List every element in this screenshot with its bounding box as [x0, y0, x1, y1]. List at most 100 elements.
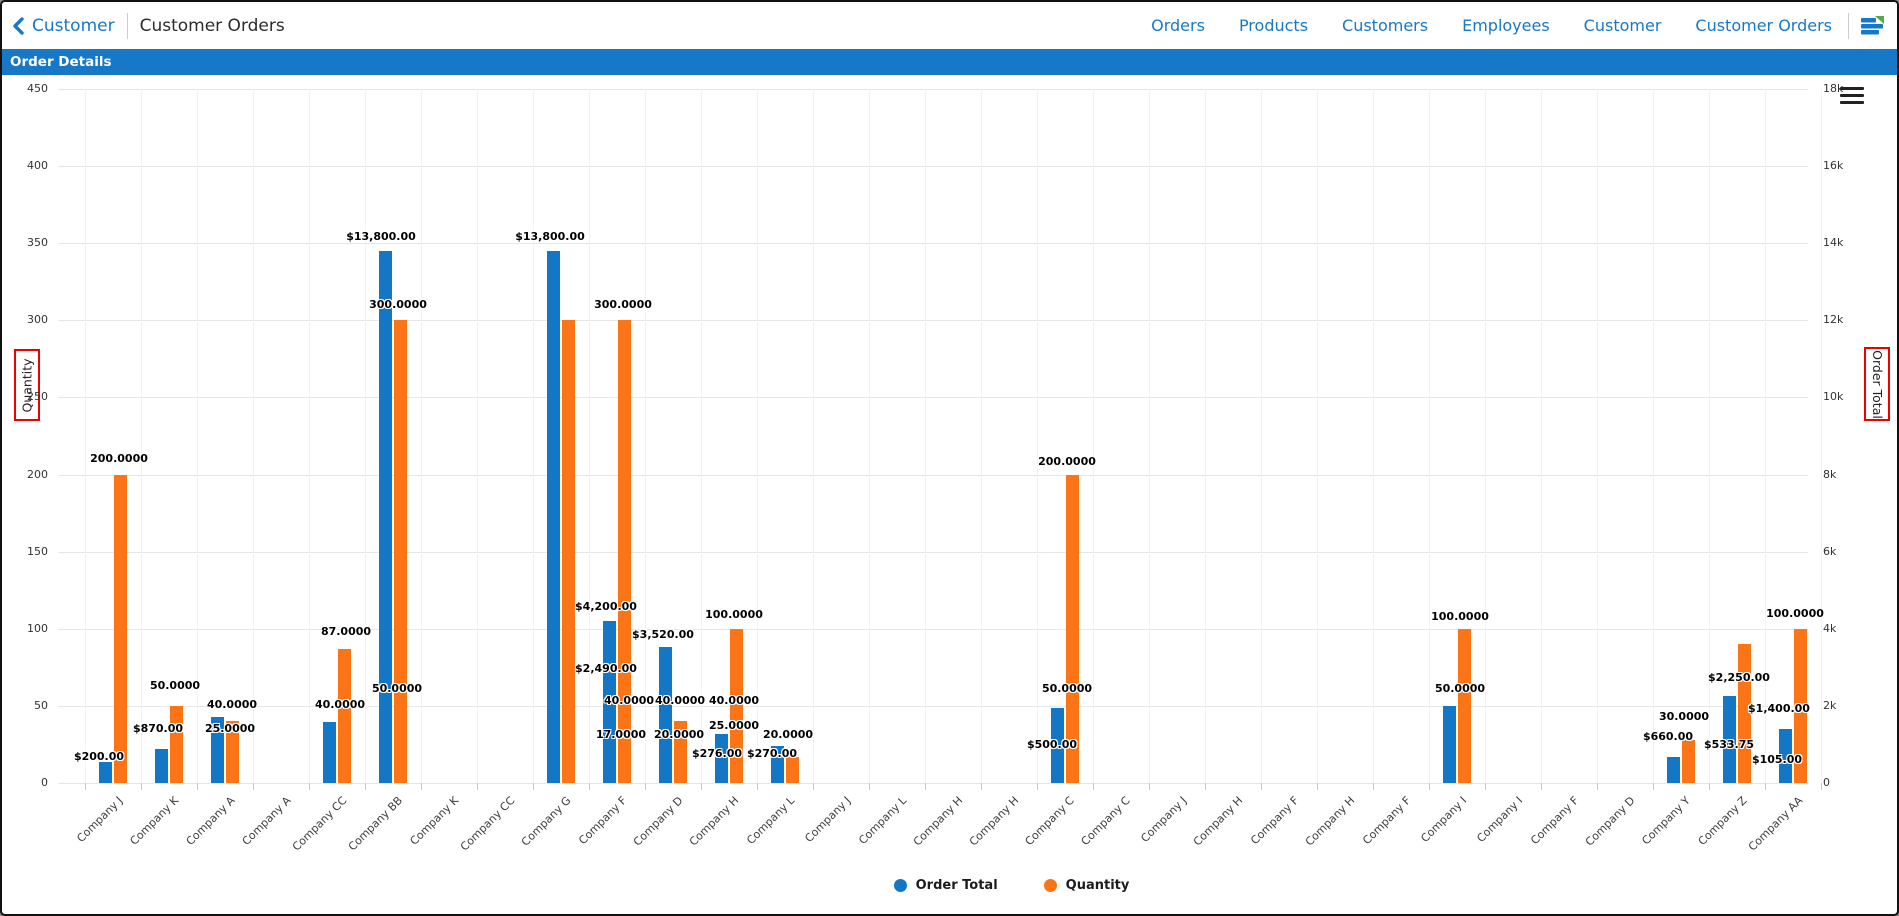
data-label: 200.0000 [90, 452, 148, 466]
x-axis-tick [421, 783, 422, 790]
gridline-horizontal [58, 628, 1808, 630]
gridline-vertical [1261, 89, 1262, 783]
gridline-vertical [1709, 89, 1710, 783]
y-axis-tick-left: 150 [27, 544, 48, 558]
y-axis-tick-right: 2k [1823, 698, 1837, 712]
bar-order-total[interactable] [771, 745, 784, 783]
legend-marker [1043, 879, 1057, 892]
x-axis-tick [757, 783, 758, 790]
x-axis-tick [141, 783, 142, 790]
bar-order-total[interactable] [1667, 756, 1680, 783]
bar-order-total[interactable] [1443, 705, 1456, 783]
panel-title: Order Details [10, 54, 112, 70]
gridline-vertical [1373, 89, 1374, 783]
gridline-vertical [533, 89, 534, 783]
legend-label: Quantity [1065, 878, 1130, 893]
bar-order-total[interactable] [211, 717, 224, 783]
y-axis-title-left-box: Quantity [14, 349, 40, 421]
back-button[interactable]: Customer [12, 16, 115, 36]
bar-order-total[interactable] [1051, 707, 1064, 783]
data-label: 40.0000 [654, 694, 706, 708]
data-label: 30.0000 [1658, 709, 1710, 723]
data-label: 40.0000 [314, 697, 366, 711]
legend-item-order-total[interactable]: Order Total [893, 878, 998, 893]
nav-link-employees[interactable]: Employees [1462, 16, 1550, 35]
x-axis-tick [1093, 783, 1094, 790]
bar-quantity[interactable] [114, 474, 127, 783]
bar-quantity[interactable] [1458, 628, 1471, 783]
gridline-vertical [477, 89, 478, 783]
data-label: 100.0000 [1766, 606, 1824, 620]
nav-link-customer[interactable]: Customer [1583, 16, 1662, 35]
data-label: $3,520.00 [632, 628, 694, 642]
data-label: 87.0000 [320, 625, 372, 639]
bar-quantity[interactable] [1794, 628, 1807, 783]
data-label: 100.0000 [705, 608, 763, 622]
x-axis-tick [85, 783, 86, 790]
data-label: 300.0000 [369, 298, 427, 312]
gridline-vertical [645, 89, 646, 783]
data-label: $13,800.00 [346, 230, 416, 244]
bar-order-total[interactable] [99, 762, 112, 783]
x-axis-tick [1205, 783, 1206, 790]
x-axis-tick [1429, 783, 1430, 790]
gridline-horizontal [58, 474, 1808, 476]
nav-link-orders[interactable]: Orders [1151, 16, 1205, 35]
legend-item-quantity[interactable]: Quantity [1043, 878, 1130, 893]
bar-quantity[interactable] [674, 721, 687, 783]
bar-quantity[interactable] [170, 705, 183, 783]
nav-link-customer-orders[interactable]: Customer Orders [1695, 16, 1832, 35]
x-axis-tick [1261, 783, 1262, 790]
x-axis-tick [1485, 783, 1486, 790]
nav-link-customers[interactable]: Customers [1342, 16, 1429, 35]
nav-link-products[interactable]: Products [1238, 16, 1309, 35]
gridline-vertical [757, 89, 758, 783]
bar-quantity[interactable] [786, 756, 799, 783]
top-bar: Customer Customer Orders Orders Products C… [2, 2, 1897, 49]
gridline-horizontal [58, 166, 1808, 168]
bar-order-total[interactable] [547, 250, 560, 783]
x-axis-tick [1541, 783, 1542, 790]
bar-order-total[interactable] [659, 647, 672, 783]
page-title: Customer Orders [139, 15, 285, 36]
grid-export-icon[interactable] [1859, 15, 1885, 37]
bar-order-total[interactable] [379, 250, 392, 783]
y-axis-tick-right: 0 [1823, 776, 1830, 789]
data-label: 25.0000 [204, 722, 256, 736]
gridline-vertical [85, 89, 86, 783]
data-label: 40.0000 [206, 697, 258, 711]
bar-order-total[interactable] [323, 722, 336, 783]
data-label: 20.0000 [653, 728, 705, 742]
gridline-vertical [253, 89, 254, 783]
bar-quantity[interactable] [1738, 644, 1751, 783]
data-label: $200.00 [73, 749, 125, 763]
bar-quantity[interactable] [618, 320, 631, 783]
y-axis-tick-right: 10k [1823, 390, 1844, 404]
gridline-vertical [197, 89, 198, 783]
bar-order-total[interactable] [1723, 696, 1736, 783]
bar-order-total[interactable] [603, 621, 616, 783]
gridline-horizontal [58, 89, 1808, 90]
x-axis-tick [1821, 783, 1822, 790]
data-label: $13,800.00 [515, 230, 585, 244]
bar-quantity[interactable] [338, 648, 351, 783]
x-axis-tick [309, 783, 310, 790]
panel-title-bar: Order Details [2, 49, 1897, 75]
bar-quantity[interactable] [730, 628, 743, 783]
x-axis-tick [1373, 783, 1374, 790]
bar-order-total[interactable] [715, 733, 728, 783]
gridline-vertical [421, 89, 422, 783]
bar-order-total[interactable] [155, 749, 168, 783]
bar-quantity[interactable] [394, 320, 407, 783]
chart-menu-icon[interactable] [1840, 87, 1864, 104]
bar-quantity[interactable] [226, 721, 239, 783]
bar-order-total[interactable] [1779, 729, 1792, 783]
bar-quantity[interactable] [1066, 474, 1079, 783]
x-axis-tick [925, 783, 926, 790]
x-axis-tick [1653, 783, 1654, 790]
gridline-vertical [1485, 89, 1486, 783]
bar-quantity[interactable] [1682, 739, 1695, 783]
gridline-vertical [925, 89, 926, 783]
bar-quantity[interactable] [562, 320, 575, 783]
